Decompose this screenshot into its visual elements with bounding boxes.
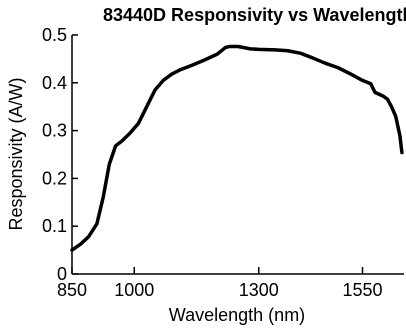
chart-title: 83440D Responsivity vs Wavelength [103,5,406,25]
y-tick-label: 0 [57,264,67,284]
x-tick-label: 1550 [342,280,382,300]
y-axis-ticks: 0 0.1 0.2 0.3 0.4 0.5 [42,25,78,284]
plot-frame [71,35,404,275]
x-axis-ticks: 850 1000 1300 1550 [57,267,383,300]
x-tick-label: 1300 [239,280,279,300]
y-tick-label: 0.2 [42,168,67,188]
x-tick-label: 850 [57,280,87,300]
responsivity-series-line [70,44,404,252]
y-tick-label: 0.5 [42,25,67,45]
x-axis-label: Wavelength (nm) [169,305,305,325]
y-axis-label: Responsivity (A/W) [6,77,26,230]
y-tick-label: 0.3 [42,121,67,141]
x-tick-label: 1000 [114,280,154,300]
y-tick-label: 0.4 [42,73,67,93]
y-tick-label: 0.1 [42,216,67,236]
